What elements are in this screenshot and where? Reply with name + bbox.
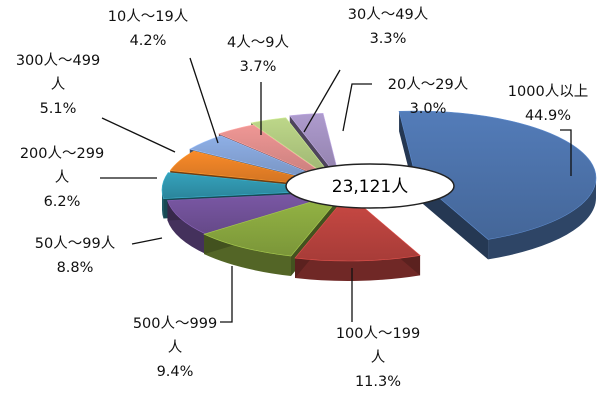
slice-label-8: 4人～9人 3.7%: [227, 34, 289, 75]
center-label-ellipse: [285, 163, 455, 209]
slice-category-label: 1000人以上: [508, 83, 588, 100]
slice-percent-label: 11.3%: [355, 374, 401, 390]
leader-line-10: [342, 83, 372, 132]
pie-slice-top: [289, 112, 341, 181]
pie-slice-wall: [488, 178, 596, 260]
slice-percent-label: 9.4%: [157, 364, 194, 380]
pie-slice-top: [398, 110, 597, 240]
leader-line-6: [101, 117, 176, 153]
pie-slice-2: [294, 193, 421, 281]
pie-slice-top: [167, 191, 347, 235]
slice-percent-label: 3.7%: [240, 59, 277, 75]
slice-label-3: 500人～999 人 9.4%: [133, 315, 217, 380]
slice-percent-label: 5.1%: [40, 101, 77, 117]
slice-percent-label: 3.3%: [370, 31, 407, 47]
pie-slice-top: [250, 117, 337, 183]
leader-line-3: [220, 266, 233, 323]
slice-category-label: 人: [168, 339, 183, 356]
slice-percent-label: 6.2%: [44, 194, 81, 210]
slice-category-label: 人: [55, 169, 70, 186]
pie-slice-top: [203, 191, 345, 257]
slice-category-label: 500人～999: [133, 315, 217, 332]
leader-line-7: [189, 57, 219, 144]
leader-line-1: [560, 129, 572, 176]
pie-slice-top: [218, 124, 339, 185]
labels-layer: 1000人以上44.9%100人～199人11.3%500人～999人9.4%5…: [16, 6, 588, 390]
slice-label-5: 200人～299 人 6.2%: [20, 145, 104, 210]
pie-slice-wall: [295, 255, 421, 281]
pie-slice-top: [294, 193, 421, 262]
leader-line-4: [131, 237, 163, 245]
slice-category-label: 300人～499: [16, 52, 100, 69]
pie-slice-wall: [162, 190, 164, 219]
slice-category-label: 100人～199: [336, 325, 420, 342]
slice-category-label: 50人～99人: [35, 235, 115, 252]
slice-label-2: 100人～199 人 11.3%: [336, 325, 420, 390]
slice-category-label: 200人～299: [20, 145, 104, 162]
slice-label-4: 50人～99人 8.8%: [35, 235, 115, 276]
center-label: 23,121人: [332, 177, 408, 197]
slice-percent-label: 8.8%: [57, 260, 94, 276]
slice-percent-label: 44.9%: [525, 108, 571, 124]
center-label-group: 23,121人: [285, 163, 455, 209]
slice-category-label: 人: [371, 349, 386, 366]
slice-label-1: 1000人以上 44.9%: [508, 83, 588, 124]
slice-category-label: 30人～49人: [348, 6, 428, 23]
slice-label-9: 30人～49人 3.3%: [348, 6, 428, 47]
slice-label-6: 300人～499 人 5.1%: [16, 52, 100, 117]
slice-percent-label: 4.2%: [130, 33, 167, 49]
leader-line-9: [303, 69, 341, 133]
slice-category-label: 4人～9人: [227, 34, 289, 51]
slice-label-7: 10人～19人 4.2%: [108, 8, 188, 49]
slice-category-label: 20人～29人: [388, 76, 468, 93]
pie-slice-wall: [167, 200, 207, 255]
slice-percent-label: 3.0%: [410, 101, 447, 117]
slice-category-label: 10人～19人: [108, 8, 188, 25]
leader-lines: [100, 57, 572, 323]
slice-label-10: 20人～29人 3.0%: [388, 76, 468, 117]
slice-category-label: 人: [51, 76, 66, 93]
